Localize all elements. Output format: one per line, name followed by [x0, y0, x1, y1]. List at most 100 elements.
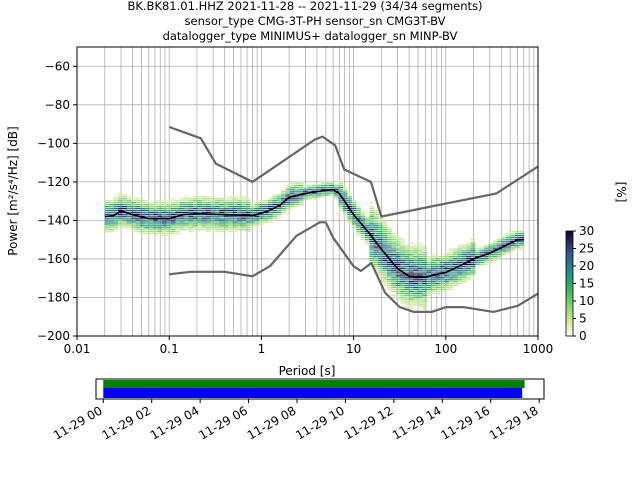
psd-cell — [232, 223, 238, 225]
psd-cell — [320, 182, 326, 185]
psd-cell — [210, 207, 216, 210]
psd-cell — [131, 230, 136, 233]
psd-cell — [395, 246, 401, 248]
x-tick-label: 0.1 — [160, 342, 179, 356]
y-axis-label: Power [m²/s⁴/Hz] [dB] — [6, 126, 20, 255]
psd-cell — [453, 252, 458, 254]
psd-cell — [117, 221, 123, 223]
psd-cell — [435, 279, 441, 281]
psd-cell — [409, 281, 414, 283]
psd-cell — [197, 202, 203, 204]
psd-cell — [201, 209, 207, 212]
psd-cell — [267, 217, 273, 219]
psd-cell — [175, 211, 181, 213]
psd-cell — [241, 211, 247, 213]
psd-cell — [140, 198, 145, 200]
psd-cell — [422, 269, 427, 271]
psd-cell — [409, 294, 414, 296]
title-line-3: datalogger_type MINIMUS+ datalogger_sn M… — [163, 29, 458, 43]
psd-cell — [431, 271, 436, 273]
psd-cell — [413, 257, 419, 260]
psd-cell — [206, 225, 211, 227]
psd-cell — [157, 229, 163, 231]
psd-cell — [417, 269, 423, 271]
psd-cell — [378, 227, 383, 229]
psd-cell — [153, 211, 158, 213]
psd-cell — [501, 254, 507, 256]
psd-cell — [356, 221, 361, 223]
psd-cell — [448, 286, 454, 289]
colorbar-swatch — [566, 269, 573, 272]
psd-cell — [453, 271, 458, 273]
psd-cell — [387, 236, 392, 239]
psd-cell — [117, 198, 123, 200]
psd-cell — [250, 223, 255, 225]
psd-cell — [448, 281, 454, 283]
colorbar-tick-label: 20 — [579, 259, 594, 273]
psd-cell — [387, 240, 392, 242]
psd-cell — [409, 259, 414, 262]
psd-cell — [369, 230, 375, 233]
psd-cell — [417, 304, 423, 306]
psd-cell — [210, 198, 216, 200]
psd-cell — [237, 207, 242, 210]
psd-cell — [409, 277, 414, 279]
psd-cell — [276, 207, 282, 210]
psd-cell — [184, 202, 189, 204]
psd-cell — [409, 273, 414, 275]
psd-cell — [254, 205, 260, 208]
psd-cell — [461, 277, 467, 279]
psd-cell — [113, 227, 119, 229]
psd-cell — [347, 217, 353, 219]
psd-cell — [514, 232, 520, 235]
psd-cell — [422, 286, 427, 289]
psd-cell — [395, 273, 401, 275]
psd-cell — [506, 242, 511, 244]
psd-cell — [391, 242, 397, 244]
psd-cell — [466, 257, 472, 260]
psd-cell — [254, 223, 260, 225]
psd-cell — [413, 261, 419, 264]
psd-cell — [157, 230, 163, 233]
psd-cell — [461, 252, 467, 254]
psd-cell — [157, 207, 163, 210]
psd-cell — [431, 256, 436, 258]
psd-cell — [382, 271, 388, 273]
psd-cell — [448, 273, 454, 275]
psd-cell — [237, 221, 242, 223]
psd-cell — [439, 286, 445, 289]
psd-cell — [417, 242, 423, 244]
x-tick-label: 100 — [434, 342, 457, 356]
psd-cell — [457, 254, 463, 256]
psd-cell — [170, 205, 176, 208]
psd-cell — [466, 244, 472, 246]
psd-cell — [497, 238, 502, 240]
psd-cell — [382, 275, 388, 277]
colorbar-swatch — [566, 264, 573, 267]
psd-cell — [272, 209, 278, 212]
psd-cell — [237, 200, 242, 202]
psd-cell — [210, 223, 216, 225]
psd-cell — [417, 292, 423, 294]
psd-cell — [488, 246, 494, 248]
psd-cell — [281, 207, 286, 210]
psd-cell — [426, 294, 432, 296]
colorbar-swatch — [566, 276, 573, 279]
psd-cell — [131, 229, 136, 231]
psd-cell — [404, 288, 410, 291]
psd-cell — [404, 283, 410, 285]
psd-cell — [192, 225, 198, 227]
psd-cell — [184, 209, 189, 212]
psd-cell — [316, 192, 322, 194]
psd-cell — [391, 275, 397, 277]
psd-cell — [201, 221, 207, 223]
psd-cell — [338, 200, 344, 202]
psd-cell — [285, 209, 291, 212]
psd-cell — [360, 234, 366, 237]
psd-cell — [117, 215, 123, 217]
psd-cell — [206, 198, 211, 200]
psd-cell — [157, 225, 163, 227]
psd-cell — [457, 267, 463, 269]
psd-cell — [312, 198, 317, 200]
